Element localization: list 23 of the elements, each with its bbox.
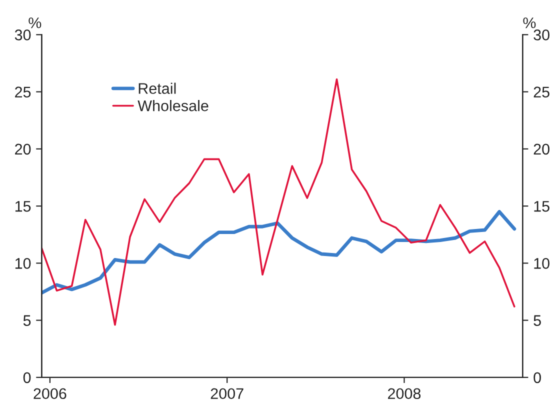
y-tick-label: 5 xyxy=(23,315,31,326)
y2-tick-label: 5 xyxy=(534,315,541,326)
y-tick-label: 30 xyxy=(14,30,31,40)
y2-tick-label: 20 xyxy=(534,144,550,155)
y2-tick-label: 25 xyxy=(534,86,550,98)
x-tick-label: 2008 xyxy=(388,388,421,400)
y-tick-label: 15 xyxy=(15,201,31,212)
y2-tick-label: 0 xyxy=(534,372,541,384)
legend-label: Wholesale xyxy=(138,100,208,112)
y-tick-label: 10 xyxy=(15,258,31,269)
line-series xyxy=(42,78,516,326)
x-tick-label: 2007 xyxy=(210,388,244,400)
line-series xyxy=(42,210,516,295)
x-tick-label: 2006 xyxy=(34,388,66,400)
y2-tick-label: 15 xyxy=(534,201,550,212)
y2-axis-title: % xyxy=(523,17,536,28)
legend-label: Retail xyxy=(138,82,176,94)
y2-tick-label: 10 xyxy=(534,258,550,269)
y-axis-title: % xyxy=(28,17,42,28)
y-tick-label: 25 xyxy=(15,86,31,98)
y2-tick-label: 30 xyxy=(534,30,550,40)
y-tick-label: 20 xyxy=(15,144,31,155)
y-tick-label: 0 xyxy=(23,372,31,384)
